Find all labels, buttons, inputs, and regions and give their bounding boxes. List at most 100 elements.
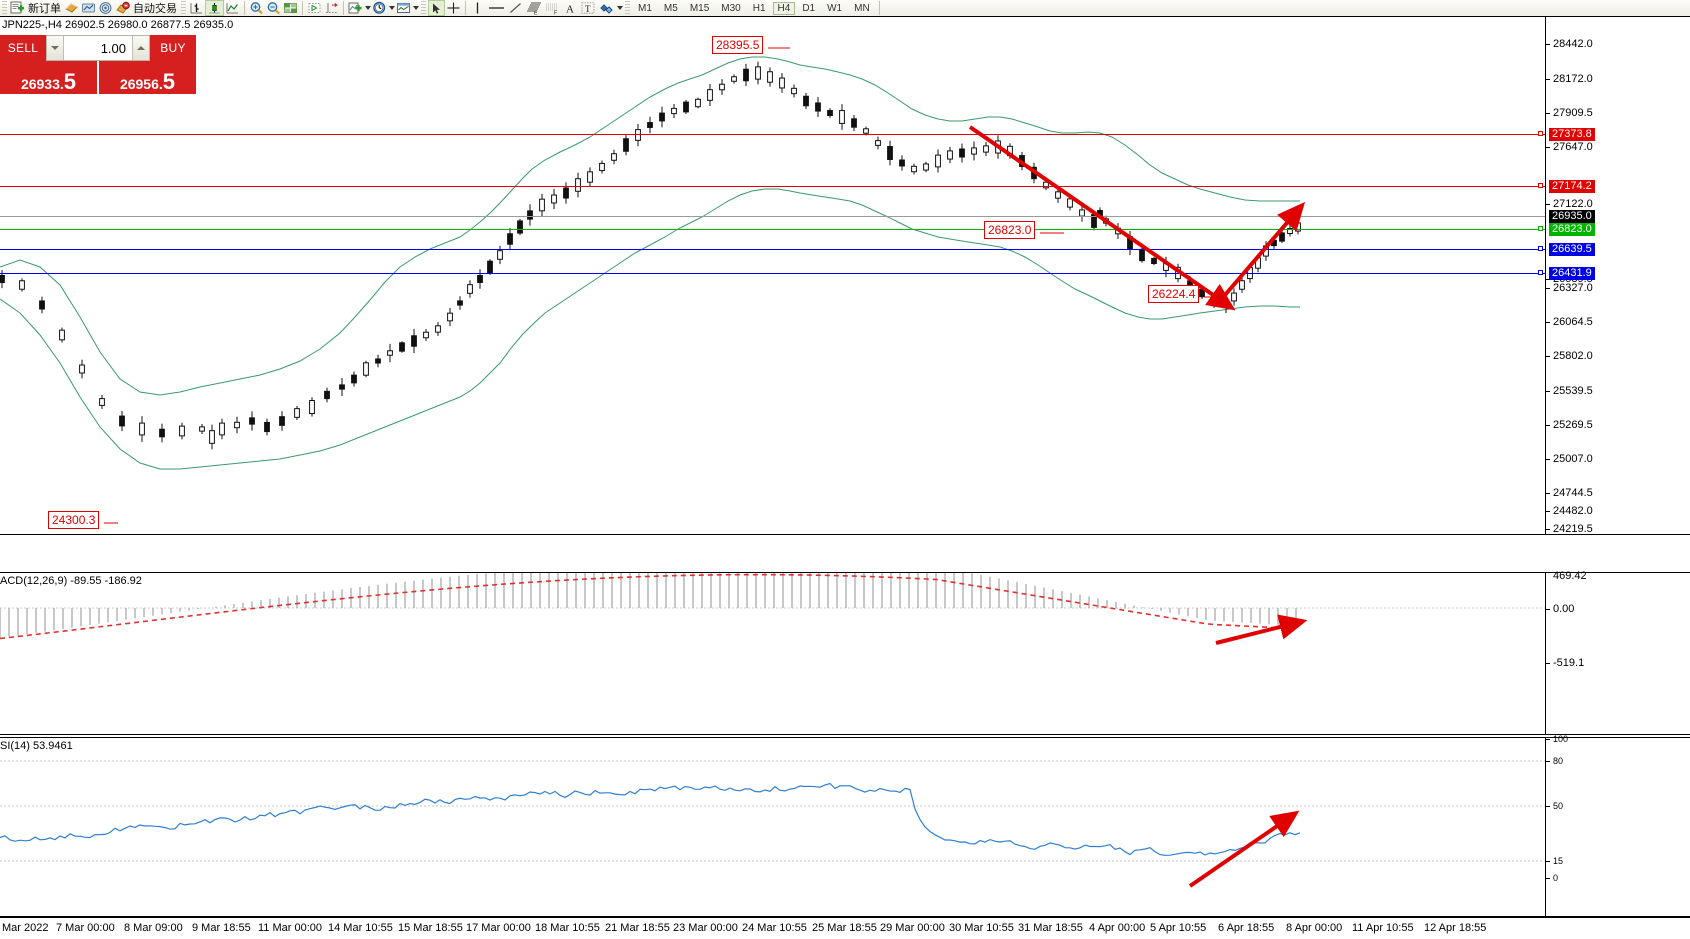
time-axis[interactable]: Mar 2022 7 Mar 00:00 8 Mar 09:00 9 Mar 1… (0, 917, 1690, 939)
price-tick: 24744.5 (1546, 487, 1593, 499)
templates-dropdown-caret[interactable] (413, 6, 419, 10)
auto-trading-icon[interactable] (114, 0, 131, 16)
trendline-icon[interactable] (507, 0, 524, 16)
chart-shift-icon[interactable] (323, 0, 340, 16)
time-label: 23 Mar 00:00 (673, 922, 738, 934)
line-chart-icon[interactable] (224, 0, 241, 16)
indicators-dropdown-caret[interactable] (365, 6, 371, 10)
indicators-icon[interactable] (347, 0, 364, 16)
support-line-blue-1[interactable] (0, 249, 1545, 250)
buy-price-display[interactable]: 26956. 5 (99, 61, 196, 94)
toolbar-grip[interactable] (2, 0, 7, 16)
main-toolbar: 新订单 自动交易 (0, 0, 1690, 17)
line-handle[interactable] (1538, 131, 1543, 136)
time-label: 8 Apr 00:00 (1286, 922, 1343, 934)
price-axis[interactable]: 28442.0 28172.0 27909.5 27647.0 27122.0 … (1546, 1, 1690, 536)
shapes-icon[interactable] (597, 0, 616, 16)
volume-input[interactable]: 1.00 (100, 40, 126, 56)
navigator-icon[interactable] (97, 0, 114, 16)
resistance-line-2[interactable] (0, 186, 1545, 187)
line-handle[interactable] (1538, 183, 1543, 188)
fibonacci-icon[interactable]: E (524, 0, 543, 16)
auto-trading-label[interactable]: 自动交易 (133, 3, 177, 15)
one-click-trading-panel[interactable]: SELL 1.00 BUY 26933. 5 26956. 5 (0, 35, 196, 94)
support-line-blue-2[interactable] (0, 273, 1545, 274)
bar-chart-icon[interactable] (188, 0, 205, 16)
expert-advisor-icon[interactable] (63, 0, 80, 16)
buy-button[interactable]: BUY (150, 35, 196, 61)
callout-high[interactable]: 28395.5 (712, 36, 764, 54)
shapes-dropdown-caret[interactable] (617, 6, 623, 10)
price-badge-support-blue-2[interactable]: 26431.9 (1549, 267, 1595, 280)
price-tick: 27909.5 (1546, 107, 1593, 119)
channel-icon[interactable]: F (543, 0, 562, 16)
line-handle[interactable] (1538, 226, 1543, 231)
timeframe-m5[interactable]: M5 (663, 2, 678, 14)
price-badge-resistance-1[interactable]: 27373.8 (1549, 128, 1595, 141)
crosshair-icon[interactable] (445, 0, 462, 16)
macd-pane[interactable]: ACD(12,26,9) -89.55 -186.92 469.42 0.00 … (0, 570, 1690, 735)
time-label: 11 Apr 10:55 (1352, 922, 1414, 934)
period-dropdown-caret[interactable] (389, 6, 395, 10)
new-order-label[interactable]: 新订单 (28, 3, 61, 15)
toolbar-separator-3 (343, 1, 344, 15)
rsi-pane[interactable]: SI(14) 53.9461 100 80 50 15 0 (0, 734, 1690, 917)
time-label: 12 Apr 18:55 (1424, 922, 1487, 934)
price-badge-resistance-2[interactable]: 27174.2 (1549, 180, 1595, 193)
price-badge-support-green[interactable]: 26823.0 (1549, 223, 1595, 236)
callout-low[interactable]: 26224.4 (1148, 285, 1200, 303)
sell-price-display[interactable]: 26933. 5 (0, 61, 97, 94)
toolbar-grip-4[interactable] (625, 0, 630, 16)
resistance-line-1[interactable] (0, 134, 1545, 135)
rsi-axis: 100 80 50 15 0 (1546, 734, 1690, 916)
price-badge-support-blue-1[interactable]: 26639.5 (1549, 243, 1595, 256)
price-tick: 24219.5 (1546, 523, 1593, 535)
buy-price-integer: 26956 (119, 76, 159, 92)
timeframe-h4[interactable]: H4 (772, 1, 796, 15)
horizontal-line-icon[interactable] (486, 0, 507, 16)
timeframe-d1[interactable]: D1 (802, 2, 816, 14)
new-order-icon[interactable] (9, 0, 26, 16)
toolbar-separator-4 (465, 1, 466, 15)
label-icon[interactable]: T (579, 0, 597, 16)
rsi-tick: 100 (1546, 734, 1568, 744)
vertical-line-icon[interactable] (469, 0, 486, 16)
timeframe-m1[interactable]: M1 (638, 2, 652, 14)
timeframe-m30[interactable]: M30 (721, 2, 741, 14)
sell-button[interactable]: SELL (0, 35, 46, 61)
line-handle[interactable] (1538, 270, 1543, 275)
callout-swing-low[interactable]: 24300.3 (48, 511, 100, 529)
volume-increment-button[interactable] (132, 36, 149, 60)
period-icon[interactable] (371, 0, 388, 16)
cursor-icon[interactable] (428, 0, 445, 16)
templates-icon[interactable] (395, 0, 412, 16)
market-watch-icon[interactable] (80, 0, 97, 16)
line-handle[interactable] (1538, 246, 1543, 251)
timeframe-w1[interactable]: W1 (827, 2, 843, 14)
zoom-in-icon[interactable] (248, 0, 265, 16)
callout-resistance[interactable]: 26823.0 (984, 221, 1036, 239)
price-plot-area[interactable] (0, 17, 1545, 534)
rsi-tick: 50 (1546, 801, 1563, 811)
auto-scroll-icon[interactable] (306, 0, 323, 16)
timeframe-m15[interactable]: M15 (689, 2, 710, 14)
volume-stepper[interactable]: 1.00 (46, 35, 150, 61)
toolbar-grip-2[interactable] (181, 0, 186, 16)
rsi-svg (0, 760, 1545, 862)
grid-icon[interactable] (282, 0, 299, 16)
support-line-green[interactable] (0, 229, 1545, 230)
price-chart-pane[interactable]: 28442.0 28172.0 27909.5 27647.0 27122.0 … (0, 16, 1690, 535)
timeframe-h1[interactable]: H1 (752, 2, 766, 14)
rsi-plot-area[interactable] (0, 738, 1545, 916)
price-tick: 28172.0 (1546, 73, 1593, 85)
volume-decrement-button[interactable] (47, 36, 64, 60)
timeframe-mn[interactable]: MN (854, 2, 870, 14)
candlestick-chart-icon[interactable] (205, 0, 224, 16)
macd-plot-area[interactable] (0, 573, 1545, 734)
svg-text:T: T (585, 4, 591, 14)
zoom-out-icon[interactable] (265, 0, 282, 16)
time-label: 8 Mar 09:00 (124, 922, 183, 934)
toolbar-grip-3[interactable] (421, 0, 426, 16)
time-label: 17 Mar 00:00 (466, 922, 531, 934)
text-icon[interactable]: A (562, 0, 579, 16)
